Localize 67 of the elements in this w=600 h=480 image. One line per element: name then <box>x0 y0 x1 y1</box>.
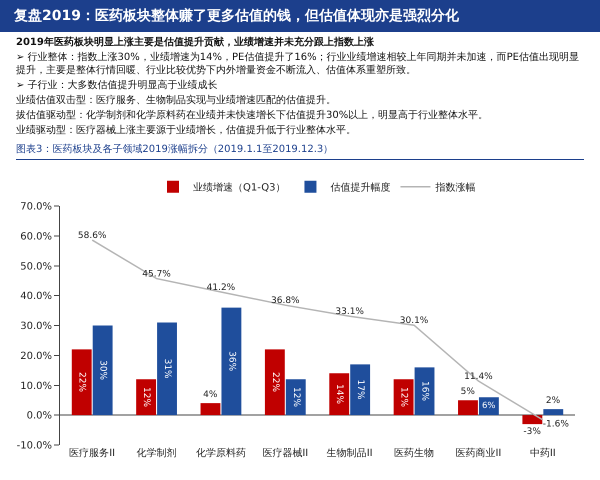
bar <box>264 349 285 416</box>
x-tick-label: 中药II <box>530 447 556 459</box>
line-series <box>91 239 544 421</box>
data-label: 12% <box>290 386 301 408</box>
data-label: 17% <box>355 380 366 400</box>
bar <box>92 326 113 416</box>
y-tick-label: 30.0% <box>20 321 52 332</box>
y-tick-label: 20.0% <box>20 350 52 362</box>
x-tick-label: 化学制剂 <box>136 447 177 459</box>
data-label: 2% <box>546 396 561 406</box>
data-label: 36.8% <box>271 296 300 306</box>
text: ➢ 子行业：大多数估值提升明显高于业绩成长 <box>16 79 219 92</box>
data-label: 6% <box>482 400 496 410</box>
data-label: 11.4% <box>464 372 494 382</box>
x-tick-label: 医疗器械II <box>262 447 308 459</box>
bar <box>157 322 177 416</box>
bar <box>394 379 414 416</box>
data-label: 33.1% <box>335 306 364 317</box>
text: 业绩驱动型：医疗器械上涨主要源于业绩增长，估值提升低于行业整体水平。 <box>16 124 357 137</box>
chart-title: 复盘2019：医药板块整体赚了更多估值的钱，但估值体现亦是强烈分化 <box>0 0 600 32</box>
text: 业绩估值双击型：医疗服务、生物制品实现与业绩增速匹配的估值提升。 <box>16 94 337 107</box>
y-tick-label: 0.0% <box>26 410 52 422</box>
legend-label: 估值提升幅度 <box>330 182 390 194</box>
data-label: 41.2% <box>206 282 236 293</box>
data-label: 16% <box>420 381 430 402</box>
bar <box>458 400 478 416</box>
text: ➢ 行业整体：指数上涨30%，业绩增速为14%，PE估值提升了16%；行业业绩增速相较上年同期并未加速，而PE估值出现明显提升，主要是整体行情回暖、行业比较优势下内外增量资金不断流入、估值体系重塑所致。 <box>16 51 580 77</box>
bar <box>329 373 350 416</box>
x-tick-label: 化学原料药 <box>196 447 246 459</box>
data-label: 12% <box>141 386 152 408</box>
bar <box>221 308 242 416</box>
data-label: 22% <box>270 372 280 392</box>
bar <box>72 349 92 416</box>
bar <box>200 403 220 416</box>
data-label: 30.1% <box>400 316 429 326</box>
legend-label: 业绩增速（Q1-Q3） <box>193 182 286 194</box>
data-label: -1.6% <box>542 420 570 430</box>
data-label: 31% <box>162 358 172 380</box>
data-label: 36% <box>226 351 236 372</box>
data-label: 4% <box>203 390 218 400</box>
data-label: 22% <box>76 372 87 392</box>
y-tick-label: 40.0% <box>20 291 52 302</box>
x-tick-label: 生物制品II <box>326 447 373 459</box>
x-tick-label: 医药商业II <box>455 447 502 459</box>
data-label: 30% <box>98 360 108 381</box>
data-label: -3% <box>523 427 542 438</box>
y-tick-label: 10.0% <box>20 380 52 392</box>
chart-subtitle: 图表3：医药板块及各子领域2019涨幅拆分（2019.1.1至2019.12.3） <box>16 139 584 160</box>
x-tick-label: 医药生物 <box>394 447 434 459</box>
data-label: 5% <box>460 387 476 398</box>
bar <box>350 364 370 416</box>
y-tick-label: 70.0% <box>20 202 52 212</box>
x-tick-label: 医疗服务II <box>69 447 116 459</box>
y-tick-label: 50.0% <box>20 261 52 272</box>
bar <box>414 367 434 416</box>
y-tick-label: -10.0% <box>16 440 52 452</box>
bar <box>543 409 564 416</box>
data-label: 14% <box>334 384 344 404</box>
text: 2019年医药板块明显上涨主要是估值提升贡献，业绩增速并未充分跟上指数上涨 <box>16 36 375 49</box>
data-label: 12% <box>398 386 409 408</box>
legend-label: 指数涨幅 <box>434 182 476 194</box>
y-tick-label: 60.0% <box>20 231 52 242</box>
bar <box>522 415 542 424</box>
data-label: 58.6% <box>78 230 107 241</box>
data-label: 45.7% <box>142 269 172 280</box>
bar <box>136 379 156 416</box>
text: 拔估值驱动型：化学制剂和化学原料药在业绩并未快速增长下估值提升30%以上，明显高于行业整体水平。 <box>16 109 490 122</box>
